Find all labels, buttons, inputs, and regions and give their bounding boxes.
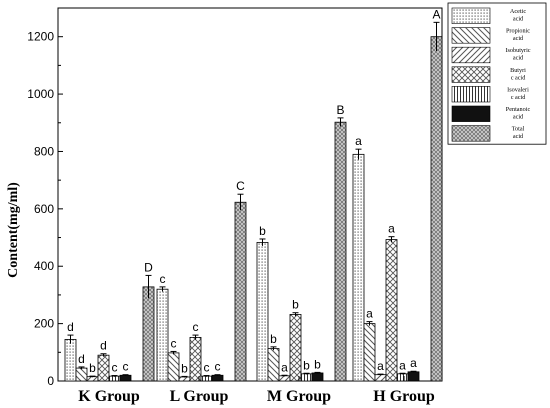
bar (142, 286, 155, 382)
bar (385, 239, 398, 382)
x-tick-label: H Group (373, 388, 435, 405)
significance-label: d (67, 320, 74, 334)
bar (108, 375, 121, 382)
legend-label: acid (513, 16, 524, 23)
significance-label: c (193, 320, 199, 334)
legend-label: Isobutyric (505, 47, 530, 54)
significance-label: C (236, 179, 245, 193)
bar (189, 336, 202, 382)
bar (352, 153, 365, 382)
legend-label: Butyri (510, 67, 526, 74)
plot-frame (57, 7, 443, 382)
bar (396, 373, 409, 382)
x-tick-label: M Group (267, 388, 331, 405)
legend-label: Acetic (510, 8, 526, 15)
significance-label: B (336, 103, 344, 117)
bar (300, 373, 313, 382)
legend-label: c acid (511, 94, 527, 101)
significance-label: b (181, 361, 188, 375)
significance-label: c (160, 272, 166, 286)
y-axis: 0 200 400 600 800 1000 1200 (27, 30, 63, 388)
significance-label: b (314, 357, 321, 371)
bar (86, 376, 99, 382)
bar (289, 314, 302, 382)
significance-label: c (171, 336, 177, 350)
legend-swatch (451, 105, 491, 122)
x-axis: K Group L Group M Group H Group (78, 376, 435, 405)
significance-label: b (89, 361, 96, 375)
legend-label: Pentanoic (506, 106, 531, 113)
bar (75, 367, 88, 382)
significance-label: a (355, 134, 362, 148)
significance-label: c (123, 360, 129, 374)
legend-swatch (451, 86, 491, 103)
significance-label: a (377, 359, 384, 373)
significance-label: A (432, 7, 440, 21)
significance-label: d (78, 352, 85, 366)
legend-label: c acid (511, 74, 527, 81)
y-tick-label: 1200 (27, 30, 54, 44)
legend-label: Propionic (506, 28, 530, 35)
legend-label: Total (512, 126, 525, 133)
y-tick-label: 400 (34, 259, 54, 273)
legend-label: Isovaleri (507, 86, 529, 93)
plot-border (57, 7, 443, 382)
bar (119, 374, 132, 382)
bar (407, 371, 420, 382)
significance-label: D (144, 260, 153, 274)
y-tick-label: 0 (47, 374, 54, 388)
y-tick-label: 600 (34, 202, 54, 216)
significance-label: d (100, 339, 107, 353)
significance-label: b (303, 358, 310, 372)
bar (311, 372, 324, 382)
legend-swatch (451, 125, 491, 142)
bar (211, 374, 224, 382)
y-tick-label: 1000 (27, 87, 54, 101)
y-axis-title: Content(mg/ml) (6, 182, 21, 278)
significance-label: c (112, 361, 118, 375)
bar (97, 354, 110, 382)
significance-label: b (270, 332, 277, 346)
x-tick-label: L Group (170, 388, 229, 405)
legend-label: acid (513, 114, 524, 121)
legend-swatch (451, 7, 491, 24)
significance-label: a (281, 360, 288, 374)
bar (267, 348, 280, 382)
significance-label: a (366, 307, 373, 321)
bar (156, 288, 169, 382)
bar (256, 242, 269, 382)
legend-label: acid (513, 35, 524, 42)
y-tick-label: 200 (34, 317, 54, 331)
bar (167, 352, 180, 382)
legend-swatch (451, 46, 491, 64)
significance-label: b (259, 224, 266, 238)
y-tick-label: 800 (34, 144, 54, 158)
bar (334, 121, 347, 382)
bar (374, 374, 387, 382)
legend-label: acid (513, 55, 524, 62)
legend-swatch (451, 27, 491, 44)
significance-label: b (292, 298, 299, 312)
x-tick-label: K Group (78, 388, 140, 405)
bar (234, 201, 247, 382)
significance-label: a (410, 356, 417, 370)
significance-label: c (215, 360, 221, 374)
bar (64, 338, 77, 382)
bar (278, 375, 291, 382)
bar (363, 323, 376, 382)
bar (200, 375, 213, 382)
significance-label: c (204, 361, 210, 375)
legend-label: acid (513, 133, 524, 140)
bar (178, 376, 191, 382)
bar (430, 36, 443, 382)
legend: AceticacidPropionicacidIsobutyricacidBut… (447, 2, 547, 145)
legend-swatch (451, 66, 491, 83)
significance-label: a (388, 222, 395, 236)
significance-label: a (399, 358, 406, 372)
